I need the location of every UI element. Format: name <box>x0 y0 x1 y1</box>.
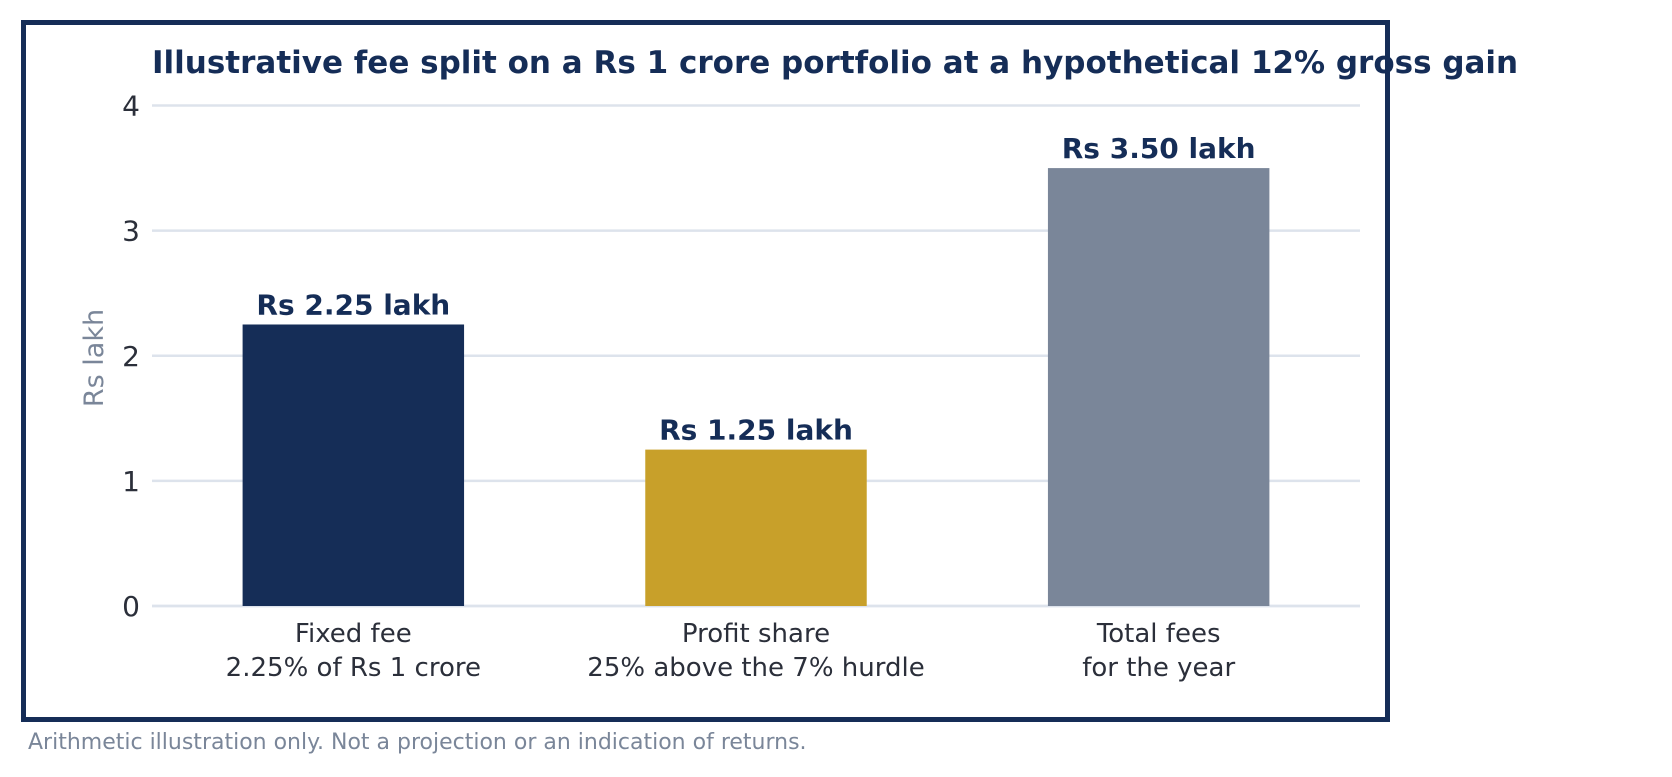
data-label: Rs 2.25 lakh <box>256 288 450 321</box>
y-axis-ticks: 0 1 2 3 4 <box>122 90 140 623</box>
bar <box>242 324 465 606</box>
y-tick-label: 1 <box>122 465 140 498</box>
footnote: Arithmetic illustration only. Not a proj… <box>28 730 807 755</box>
chart-title: Illustrative fee split on a Rs 1 crore p… <box>152 45 1518 81</box>
y-tick-label: 4 <box>122 90 140 123</box>
category-label: for the year <box>1082 653 1235 683</box>
category-labels: Fixed fee 2.25% of Rs 1 crore Profit share… <box>226 619 1236 683</box>
y-tick-label: 2 <box>122 340 140 373</box>
category-label: 2.25% of Rs 1 crore <box>226 653 481 683</box>
y-tick-label: 3 <box>122 215 140 248</box>
data-label: Rs 3.50 lakh <box>1062 132 1256 165</box>
category-label: 25% above the 7% hurdle <box>587 653 924 683</box>
bar <box>1047 168 1270 606</box>
y-tick-label: 0 <box>122 590 140 623</box>
category-label: Profit share <box>682 619 830 649</box>
bars <box>242 168 1270 606</box>
data-label: Rs 1.25 lakh <box>659 414 853 447</box>
bar <box>645 449 867 606</box>
category-label: Total fees <box>1096 619 1221 649</box>
category-label: Fixed fee <box>295 619 412 649</box>
y-axis-label: Rs lakh <box>79 309 110 407</box>
data-labels: Rs 2.25 lakh Rs 1.25 lakh Rs 3.50 lakh <box>256 132 1255 447</box>
